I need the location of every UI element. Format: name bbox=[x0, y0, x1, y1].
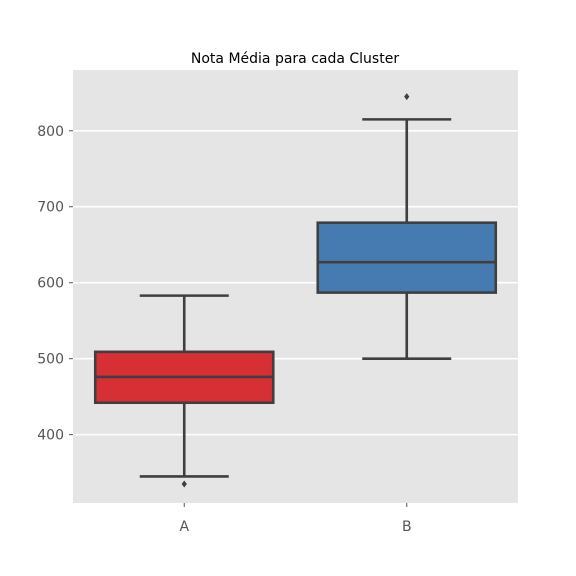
outlier-point bbox=[181, 480, 187, 488]
box-B bbox=[316, 93, 498, 360]
iqr-box bbox=[316, 221, 498, 294]
box-A bbox=[93, 294, 275, 488]
x-tick-label: B bbox=[402, 519, 412, 535]
y-tick-label: 800 bbox=[37, 124, 64, 140]
y-tick-label: 500 bbox=[37, 352, 64, 368]
y-tick-label: 700 bbox=[37, 200, 64, 216]
y-tick-label: 400 bbox=[37, 428, 64, 444]
outlier-point bbox=[404, 93, 410, 101]
chart-title: Nota Média para cada Cluster bbox=[191, 51, 399, 67]
y-axis: 400 500 600 700 800 bbox=[37, 124, 73, 444]
y-tick-label: 600 bbox=[37, 276, 64, 292]
x-tick-label: A bbox=[179, 519, 189, 535]
boxes bbox=[93, 93, 498, 488]
